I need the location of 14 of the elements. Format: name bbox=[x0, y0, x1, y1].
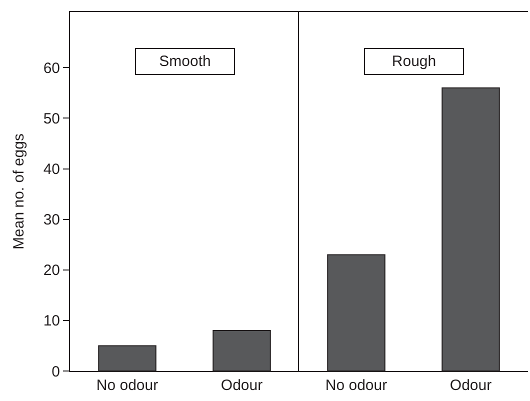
x-tick-label: Odour bbox=[450, 377, 492, 394]
x-tick-label: No odour bbox=[96, 377, 158, 394]
x-tick-label: No odour bbox=[325, 377, 388, 394]
y-tick-label: 10 bbox=[43, 312, 60, 330]
annotation: Smooth bbox=[159, 53, 211, 70]
y-tick-label: 30 bbox=[43, 212, 60, 229]
y-tick-label: 20 bbox=[43, 262, 60, 280]
y-tick-label: 60 bbox=[43, 60, 60, 77]
y-tick-label: 0 bbox=[52, 363, 60, 380]
y-axis-title: Mean no. of eggs bbox=[10, 134, 28, 250]
y-tick-label: 50 bbox=[43, 110, 60, 128]
annotation: Rough bbox=[392, 53, 436, 70]
x-tick-label: Odour bbox=[220, 377, 263, 394]
y-tick-label: 40 bbox=[43, 161, 60, 178]
